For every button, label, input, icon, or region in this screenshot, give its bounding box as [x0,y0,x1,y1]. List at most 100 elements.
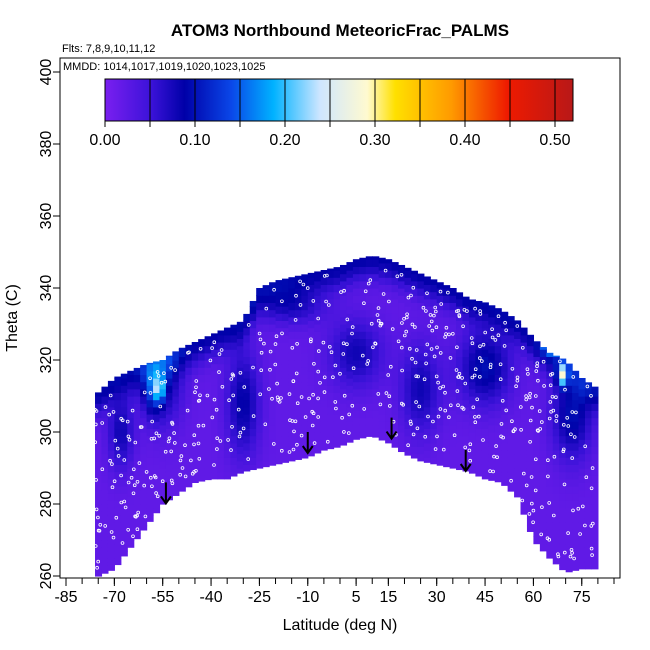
heatmap-cell [552,514,560,523]
heatmap-cell [114,406,122,415]
heatmap-cell [546,550,554,559]
heatmap-cell [346,342,354,350]
heatmap-cell [462,327,470,336]
heatmap-cell [314,424,322,433]
observation-point [201,423,206,428]
heatmap-cell [127,439,135,447]
heatmap-cell [153,450,161,458]
heatmap-cell [462,421,470,429]
heatmap-cell [346,378,354,386]
heatmap-cell [146,442,154,451]
heatmap-cell [475,385,483,393]
heatmap-cell [211,435,219,444]
heatmap-cell [230,378,238,386]
heatmap-cell [584,554,593,563]
heatmap-cell [584,525,593,534]
heatmap-cell [559,464,567,473]
heatmap-cell [552,471,560,480]
heatmap-cell [294,432,302,440]
heatmap-cell [385,277,393,285]
heatmap-cell [559,493,567,501]
heatmap-cell [243,327,251,336]
x-tick-label: 45 [476,589,494,606]
heatmap-cell [559,450,567,458]
heatmap-cell [539,500,547,509]
arrow-marker [385,417,398,441]
heatmap-cell [314,360,322,368]
dates-annotation: MMDD: 1014,1017,1019,1020,1023,1025 [63,61,265,73]
heatmap-cell [153,442,161,451]
heatmap-cell [217,471,225,480]
heatmap-cell [365,302,373,311]
heatmap-cell [204,403,212,411]
heatmap-cell [520,327,528,336]
heatmap-cell [507,442,515,451]
heatmap-cell [591,396,599,404]
heatmap-cell [436,367,444,375]
heatmap-cell [146,392,154,401]
observation-point [331,375,335,380]
heatmap-cell [320,284,328,293]
heatmap-cell [320,356,328,365]
x-tick-label: -25 [248,589,271,606]
heatmap-cell [436,295,444,303]
heatmap-cell [269,374,277,383]
heatmap-cell [430,385,438,393]
heatmap-cell [223,349,231,357]
heatmap-cell [269,324,277,332]
heatmap-cell [468,417,476,426]
observation-point [500,398,505,403]
heatmap-cell [211,471,219,480]
heatmap-cell [120,392,128,401]
observation-point [463,445,468,450]
heatmap-cell [552,421,560,429]
observation-point [571,508,575,513]
observation-point [350,325,355,329]
observation-point [574,410,578,415]
heatmap-cell [301,417,309,426]
observation-point [373,341,378,346]
heatmap-cell [165,356,173,365]
heatmap-cell [481,428,489,437]
heatmap-cell [211,457,219,465]
heatmap-cell [410,345,418,354]
heatmap-cell [430,414,438,422]
heatmap-cell [185,468,193,476]
heatmap-cell [294,388,302,397]
observation-point [535,428,540,433]
heatmap-cell [301,396,309,404]
observation-point [133,440,138,445]
heatmap-cell [468,338,476,347]
heatmap-cell [301,274,309,282]
heatmap-cell [565,565,573,573]
observation-point [246,323,251,327]
x-tick-label: -55 [151,589,174,606]
heatmap-cell [520,478,528,487]
heatmap-cell [559,442,567,451]
observation-point [529,501,534,506]
heatmap-cell [501,385,509,393]
heatmap-cell [146,457,154,465]
heatmap-cell [507,370,515,379]
heatmap-cell [410,453,418,459]
observation-point [424,361,428,366]
heatmap-cell [178,347,186,350]
observation-point [178,472,183,477]
heatmap-cell [340,264,348,267]
heatmap-cell [475,392,483,401]
observation-point [578,532,582,536]
observation-point [186,350,190,355]
y-tick-label: 260 [38,563,55,590]
heatmap-cell [281,421,290,429]
heatmap-cell [398,403,406,411]
heatmap-cell [559,558,567,566]
heatmap-cell [552,464,560,473]
observation-point [387,299,391,304]
observation-point [463,381,468,386]
observation-point [529,475,534,479]
observation-point [470,341,475,346]
observation-point [561,449,566,454]
heatmap-cell [572,507,580,516]
heatmap-cell [372,367,380,375]
heatmap-cell [230,363,238,372]
